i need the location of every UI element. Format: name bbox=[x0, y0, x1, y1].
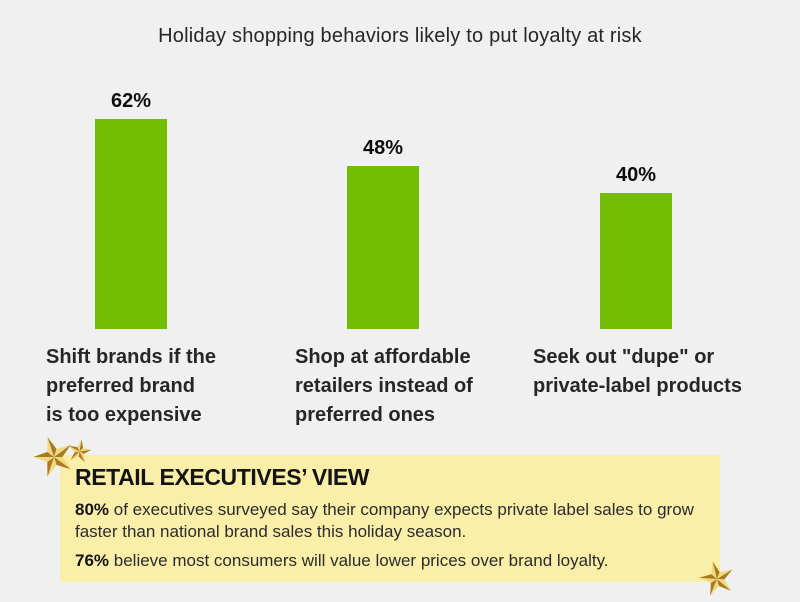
bar-value-label: 40% bbox=[615, 164, 657, 186]
bar-group-dupe-products: 40% bbox=[600, 164, 672, 329]
callout-point-1-text: of executives surveyed say their company… bbox=[75, 500, 694, 541]
callout-point-2-text: believe most consumers will value lower … bbox=[109, 551, 609, 570]
callout-point-1: 80% of executives surveyed say their com… bbox=[75, 499, 705, 543]
chart-title: Holiday shopping behaviors likely to put… bbox=[158, 25, 642, 47]
bar-category-label-shift-brands: Shift brands if the preferred brand is t… bbox=[46, 346, 216, 426]
callout-point-2: 76% believe most consumers will value lo… bbox=[75, 550, 705, 572]
callout-heading: RETAIL EXECUTIVES’ VIEW bbox=[75, 464, 370, 490]
bar-group-affordable-retailers: 48% bbox=[347, 137, 419, 329]
bar-group-shift-brands: 62% bbox=[95, 90, 167, 329]
bar-category-label-dupe-products: Seek out "dupe" or private-label product… bbox=[533, 346, 742, 397]
bar-dupe-products bbox=[600, 193, 672, 329]
bar-shift-brands bbox=[95, 119, 167, 329]
bar-affordable-retailers bbox=[347, 166, 419, 329]
callout-stat-80: 80% bbox=[75, 500, 110, 519]
bar-category-label-affordable-retailers: Shop at affordable retailers instead of … bbox=[295, 346, 473, 426]
bar-value-label: 62% bbox=[110, 90, 152, 112]
callout-stat-76: 76% bbox=[75, 551, 110, 570]
bar-value-label: 48% bbox=[362, 137, 404, 159]
executives-callout-panel: RETAIL EXECUTIVES’ VIEW 80% of executive… bbox=[60, 455, 720, 582]
